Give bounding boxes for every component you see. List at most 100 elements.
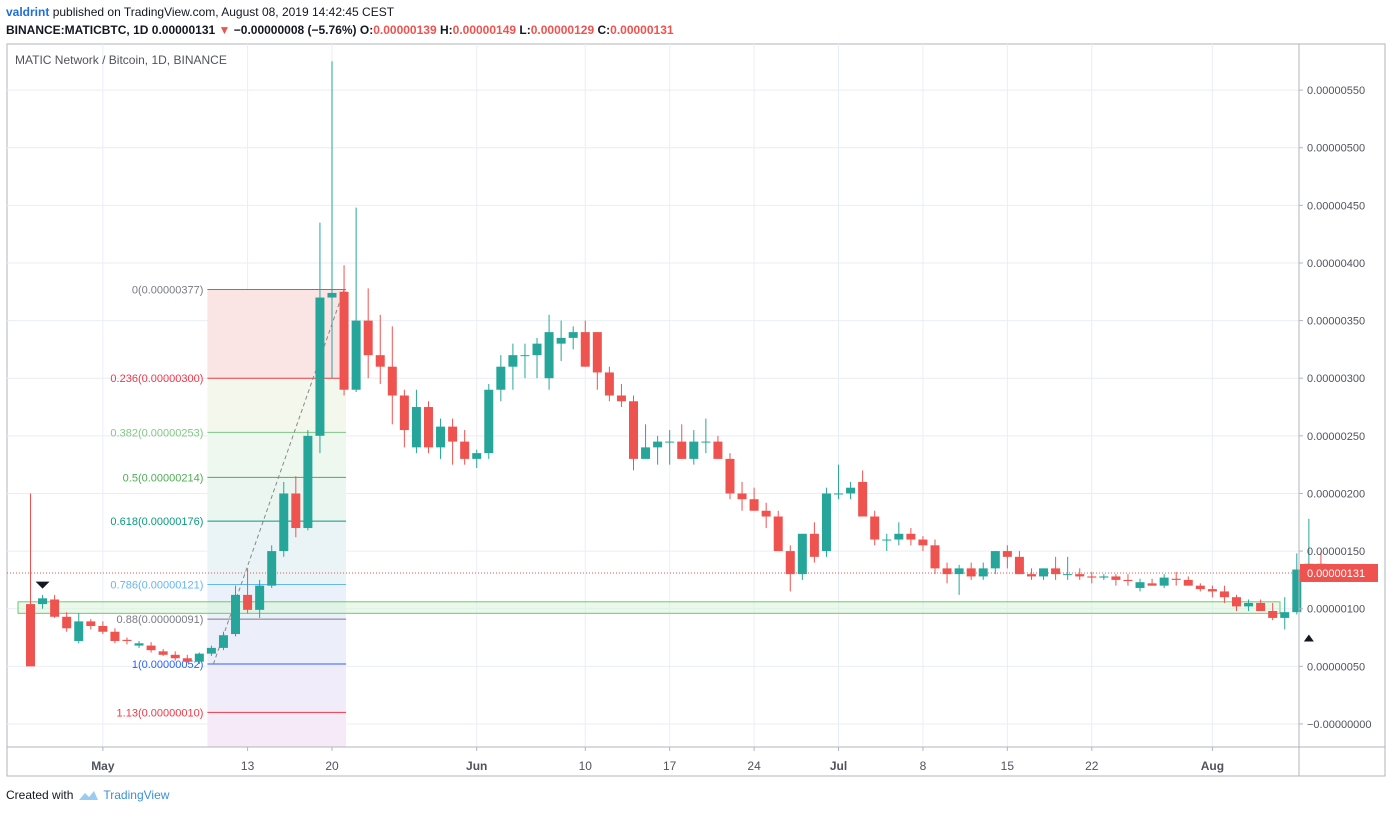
tradingview-link[interactable]: TradingView xyxy=(103,788,170,802)
candle xyxy=(1135,578,1145,592)
candle-body xyxy=(990,551,1000,569)
close-label: C: xyxy=(597,23,611,37)
candle xyxy=(834,464,844,500)
support-zone xyxy=(17,601,1281,614)
candle xyxy=(399,389,409,448)
fib-level-label: 0.618(0.00000176) xyxy=(110,516,203,528)
candle-body xyxy=(26,604,35,667)
candle xyxy=(1111,574,1121,586)
open-value: 0.00000139 xyxy=(373,23,437,37)
candle xyxy=(785,545,795,592)
candle-body xyxy=(267,551,277,586)
candle xyxy=(194,652,204,665)
candle xyxy=(460,430,470,465)
x-tick-label: 24 xyxy=(747,759,761,773)
candle-body xyxy=(1280,612,1290,618)
candle xyxy=(98,621,108,635)
candle-body xyxy=(122,639,132,641)
candle xyxy=(1256,599,1266,612)
candle xyxy=(930,539,940,575)
last-price-tag-label: 0.00000131 xyxy=(1307,568,1365,580)
candle xyxy=(954,564,964,595)
candle xyxy=(990,551,1000,575)
candle-body xyxy=(1292,569,1302,613)
candle-body xyxy=(1219,591,1229,598)
candle xyxy=(1183,576,1193,586)
publish-text: published on TradingView.com, August 08,… xyxy=(52,5,395,19)
candlestick-chart[interactable]: 0(0.00000377) 0.236(0.00000300) 0.382(0.00… xyxy=(0,0,1391,780)
low-value: 0.00000129 xyxy=(530,23,595,37)
candle-body xyxy=(1075,574,1085,577)
candle-body xyxy=(1026,574,1036,577)
candle-body xyxy=(821,493,831,552)
candle-body xyxy=(279,493,289,552)
author-link[interactable]: valdrint xyxy=(6,5,50,19)
candle xyxy=(496,355,506,402)
candle-body xyxy=(387,366,397,396)
candle xyxy=(882,533,892,552)
candle xyxy=(375,314,385,384)
candle xyxy=(86,619,96,630)
candle-body xyxy=(291,493,301,529)
candle-body xyxy=(399,395,409,431)
candle-body xyxy=(1244,602,1254,607)
y-tick-label: 0.00000350 xyxy=(1307,316,1365,328)
candle-body xyxy=(38,598,48,605)
candle xyxy=(146,642,156,653)
candle xyxy=(689,430,699,465)
candle xyxy=(797,533,807,580)
candle-body xyxy=(689,441,699,459)
candle-body xyxy=(592,332,602,373)
candle xyxy=(122,637,132,645)
candle-body xyxy=(1063,574,1073,576)
candle xyxy=(339,265,349,396)
candle-body xyxy=(629,401,638,459)
candle xyxy=(423,401,433,454)
candle-body xyxy=(749,499,759,511)
y-tick-label: 0.00000500 xyxy=(1307,143,1365,155)
candle xyxy=(761,502,771,529)
candle-body xyxy=(870,516,880,540)
candle-body xyxy=(436,426,446,448)
last-price: 0.00000131 xyxy=(151,23,216,37)
x-tick-label: Jun xyxy=(466,759,487,773)
candle xyxy=(942,562,952,584)
candle xyxy=(773,510,783,552)
candle-body xyxy=(737,493,747,500)
candle-body xyxy=(930,545,940,569)
candle xyxy=(1147,578,1157,586)
fib-level-label: 0.786(0.00000121) xyxy=(110,580,203,592)
tradingview-cloud-icon xyxy=(79,791,99,800)
candle xyxy=(641,424,651,459)
change-value: −0.00000008 (−5.76%) xyxy=(233,23,357,37)
candle xyxy=(170,651,180,661)
candle xyxy=(436,418,446,459)
footer: Created with TradingView xyxy=(6,788,169,802)
y-tick-label: 0.00000250 xyxy=(1307,431,1365,443)
x-tick-label: 13 xyxy=(241,759,255,773)
candle-body xyxy=(942,568,952,575)
candle-body xyxy=(1014,556,1024,575)
candle xyxy=(448,418,458,465)
candle xyxy=(206,645,216,656)
candle xyxy=(1014,551,1024,575)
created-with-text: Created with xyxy=(6,788,74,802)
candle xyxy=(279,481,289,557)
x-tick-label: 10 xyxy=(579,759,593,773)
candle-body xyxy=(882,539,892,541)
candle-body xyxy=(1147,583,1157,586)
candle-body xyxy=(339,291,349,390)
candle-body xyxy=(146,645,156,651)
candle-body xyxy=(834,493,844,495)
candle xyxy=(978,562,988,580)
candle-body xyxy=(568,332,578,338)
candle xyxy=(484,383,494,459)
candle xyxy=(737,481,747,511)
candle-body xyxy=(1002,551,1012,557)
candle xyxy=(1002,545,1012,569)
candle-body xyxy=(532,343,542,356)
candle xyxy=(677,424,687,459)
candle xyxy=(580,320,590,367)
y-tick-label: 0.00000150 xyxy=(1307,546,1365,558)
candle-body xyxy=(98,625,108,632)
